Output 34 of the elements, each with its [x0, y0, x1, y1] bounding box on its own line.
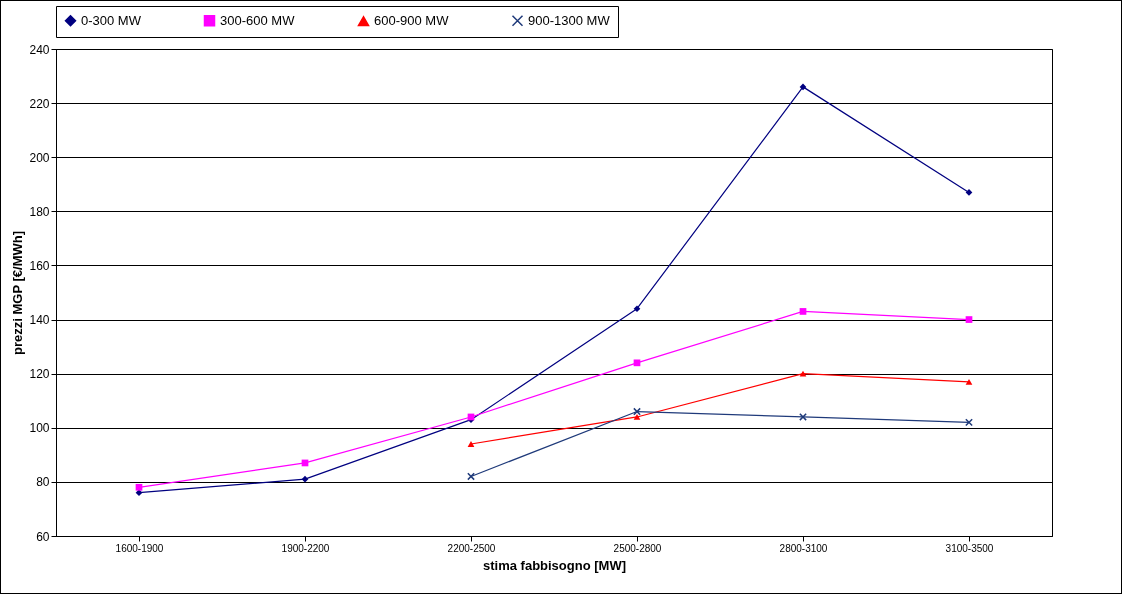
x-axis-title: stima fabbisogno [MW] [483, 557, 626, 573]
point [467, 441, 475, 447]
legend-label: 600-900 MW [374, 13, 450, 29]
y-tick-label: 220 [29, 96, 50, 111]
point [965, 316, 973, 323]
point [799, 83, 807, 91]
x-tick-label: 2500-2800 [613, 542, 662, 554]
point [965, 378, 973, 385]
x-tick-label: 2200-2500 [447, 542, 496, 554]
y-tick-label: 180 [29, 204, 50, 219]
y-tick-label: 200 [29, 150, 50, 165]
x-tick-label: 1900-2200 [281, 542, 330, 554]
point [135, 483, 143, 491]
y-tick-label: 80 [36, 475, 50, 490]
y-tick-label: 140 [29, 313, 50, 328]
y-tick-label: 60 [36, 529, 50, 544]
legend-label: 900-1300 MW [528, 12, 611, 28]
legend-label: 0-300 MW [81, 12, 142, 28]
y-tick-label: 100 [29, 421, 50, 436]
point [799, 370, 807, 377]
y-tick-label: 160 [29, 258, 50, 273]
y-tick-label: 120 [29, 367, 50, 382]
y-tick-label: 240 [29, 42, 50, 57]
point [633, 359, 641, 367]
point [633, 305, 641, 313]
point [799, 308, 807, 315]
x-tick-label: 2800-3100 [779, 542, 828, 554]
point [799, 413, 807, 421]
x-tick-label: 1600-1900 [115, 542, 164, 554]
point [301, 475, 309, 483]
point [633, 414, 641, 420]
legend-label: 300-600 MW [220, 12, 296, 28]
y-axis-title: prezzi MGP [€/MWh] [10, 231, 26, 355]
x-tick-label: 3100-3500 [945, 542, 994, 554]
